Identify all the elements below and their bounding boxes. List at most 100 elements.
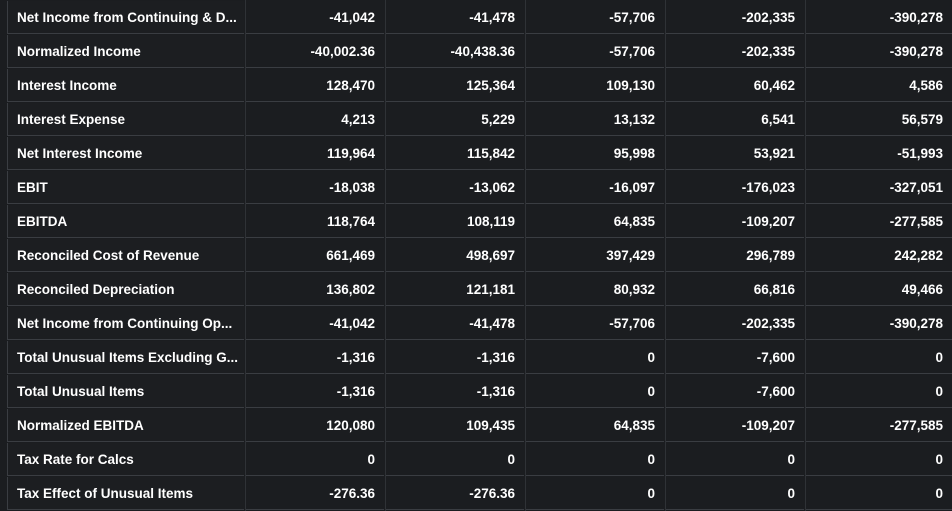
value-cell: 242,282 [805,239,952,272]
row-label: Interest Expense [7,103,244,136]
value-cell: -57,706 [525,1,664,34]
row-label: Interest Income [7,69,244,102]
value-cell: 0 [385,443,524,476]
row-label: Reconciled Cost of Revenue [7,239,244,272]
value-cell: -276.36 [245,477,384,510]
value-cell: -1,316 [385,341,524,374]
table-row: Reconciled Cost of Revenue 661,469 498,697… [0,239,952,273]
table-row: Normalized Income -40,002.36 -40,438.36 -57… [0,35,952,69]
value-cell: -40,002.36 [245,35,384,68]
value-cell: -1,316 [245,341,384,374]
value-cell: 80,932 [525,273,664,306]
table-row: Tax Effect of Unusual Items -276.36 -276.3… [0,477,952,511]
row-label: Tax Effect of Unusual Items [7,477,244,510]
row-label: Normalized EBITDA [7,409,244,442]
table-row: Reconciled Depreciation 136,802 121,181 80,… [0,273,952,307]
value-cell: -202,335 [665,1,804,34]
value-cell: -41,042 [245,307,384,340]
value-cell: 60,462 [665,69,804,102]
value-cell: -202,335 [665,35,804,68]
table-row: Net Interest Income 119,964 115,842 95,998 5… [0,137,952,171]
row-label: Total Unusual Items Excluding G... [7,341,244,374]
value-cell: 108,119 [385,205,524,238]
value-cell: -390,278 [805,1,952,34]
value-cell: -41,478 [385,1,524,34]
column-divider [665,0,666,511]
value-cell: 13,132 [525,103,664,136]
value-cell: 0 [805,443,952,476]
value-cell: 5,229 [385,103,524,136]
column-divider [805,0,806,511]
value-cell: -1,316 [385,375,524,408]
value-cell: 56,579 [805,103,952,136]
value-cell: -277,585 [805,409,952,442]
value-cell: -57,706 [525,35,664,68]
table-row: EBIT -18,038 -13,062 -16,097 -176,023 -327,05… [0,171,952,205]
value-cell: 0 [525,443,664,476]
table-row: Interest Income 128,470 125,364 109,130 60,4… [0,69,952,103]
value-cell: -7,600 [665,375,804,408]
value-cell: -390,278 [805,307,952,340]
value-cell: 0 [805,341,952,374]
value-cell: 4,213 [245,103,384,136]
value-cell: -176,023 [665,171,804,204]
row-label: Net Income from Continuing Op... [7,307,244,340]
value-cell: -109,207 [665,205,804,238]
row-label: Net Income from Continuing & D... [7,1,244,34]
row-label: EBITDA [7,205,244,238]
value-cell: 53,921 [665,137,804,170]
table-row: EBITDA 118,764 108,119 64,835 -109,207 -277,5… [0,205,952,239]
value-cell: 0 [665,443,804,476]
value-cell: 0 [805,477,952,510]
value-cell: -7,600 [665,341,804,374]
value-cell: 0 [665,477,804,510]
value-cell: -40,438.36 [385,35,524,68]
value-cell: 118,764 [245,205,384,238]
table-row: Interest Expense 4,213 5,229 13,132 6,541 56,… [0,103,952,137]
value-cell: 64,835 [525,205,664,238]
value-cell: 661,469 [245,239,384,272]
value-cell: 121,181 [385,273,524,306]
column-divider [385,0,386,511]
value-cell: 95,998 [525,137,664,170]
value-cell: 0 [245,443,384,476]
value-cell: 0 [805,375,952,408]
value-cell: 397,429 [525,239,664,272]
value-cell: 0 [525,341,664,374]
value-cell: 125,364 [385,69,524,102]
row-label: Reconciled Depreciation [7,273,244,306]
column-divider [245,0,246,511]
value-cell: 64,835 [525,409,664,442]
value-cell: 4,586 [805,69,952,102]
value-cell: 6,541 [665,103,804,136]
row-label: EBIT [7,171,244,204]
value-cell: 136,802 [245,273,384,306]
table-row: Net Income from Continuing Op... -41,042-… [0,307,952,341]
row-label: Total Unusual Items [7,375,244,408]
value-cell: 66,816 [665,273,804,306]
table-row: Net Income from Continuing & D... -41,042… [0,1,952,35]
value-cell: 498,697 [385,239,524,272]
value-cell: -327,051 [805,171,952,204]
value-cell: 0 [525,477,664,510]
column-divider [525,0,526,511]
value-cell: -1,316 [245,375,384,408]
value-cell: -13,062 [385,171,524,204]
value-cell: 115,842 [385,137,524,170]
table-row: Total Unusual Items Excluding G... -1,316… [0,341,952,375]
value-cell: -41,478 [385,307,524,340]
table-row: Normalized EBITDA 120,080 109,435 64,835 -10… [0,409,952,443]
row-label: Net Interest Income [7,137,244,170]
table-row: Tax Rate for Calcs 0 0 0 0 0 [0,443,952,477]
value-cell: 49,466 [805,273,952,306]
value-cell: -109,207 [665,409,804,442]
value-cell: 128,470 [245,69,384,102]
row-label: Tax Rate for Calcs [7,443,244,476]
value-cell: 109,130 [525,69,664,102]
value-cell: -18,038 [245,171,384,204]
value-cell: 120,080 [245,409,384,442]
value-cell: -202,335 [665,307,804,340]
value-cell: -390,278 [805,35,952,68]
value-cell: -51,993 [805,137,952,170]
